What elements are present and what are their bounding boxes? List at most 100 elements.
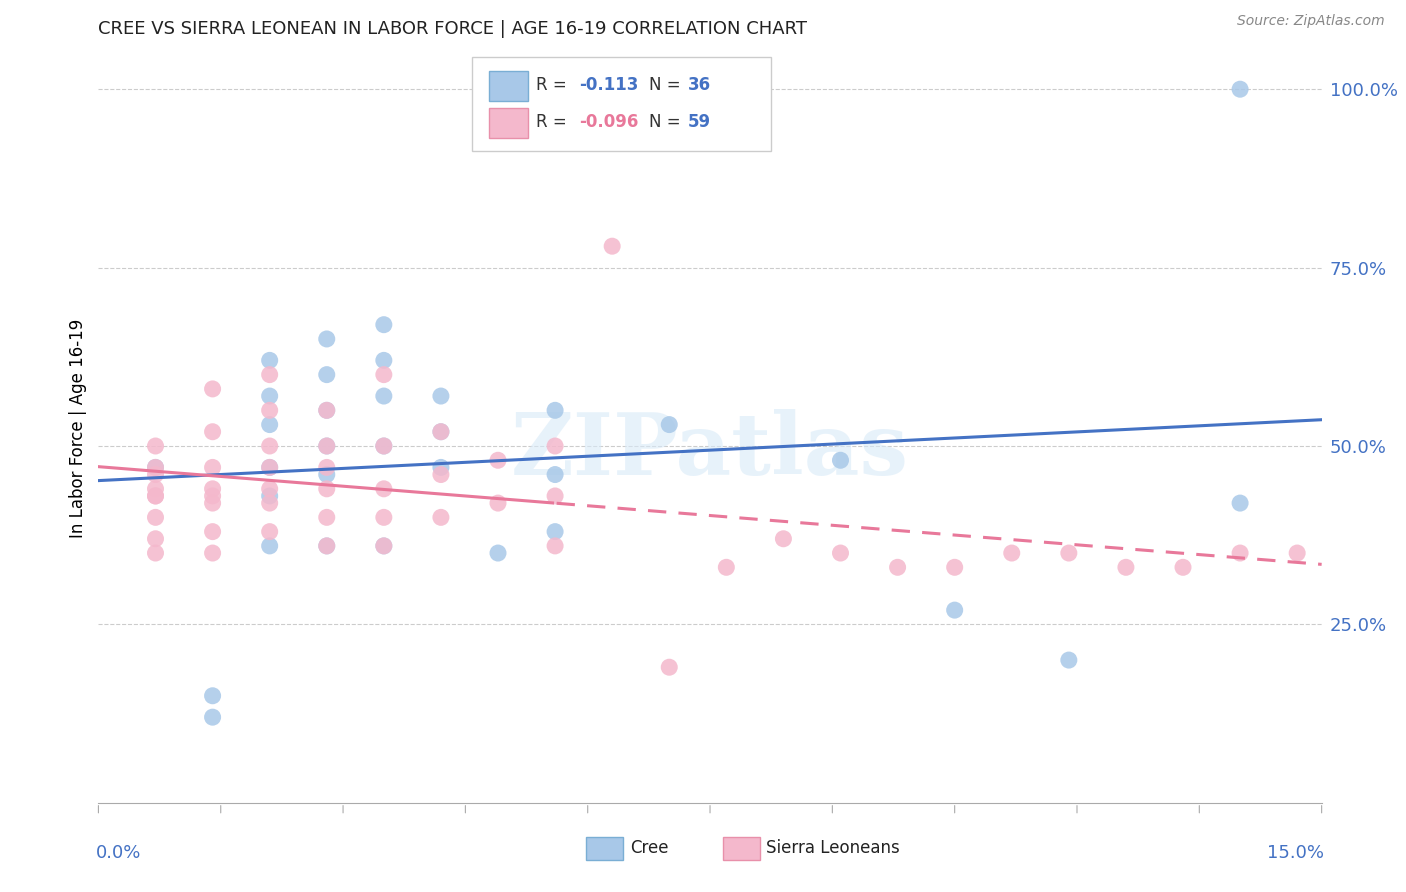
FancyBboxPatch shape — [586, 838, 623, 860]
Point — [145, 510, 167, 524]
Point — [600, 239, 623, 253]
Point — [201, 524, 224, 539]
Point — [830, 546, 852, 560]
Point — [1229, 496, 1251, 510]
FancyBboxPatch shape — [471, 57, 772, 151]
Text: Sierra Leoneans: Sierra Leoneans — [766, 838, 900, 856]
Point — [430, 460, 453, 475]
Point — [259, 539, 281, 553]
Point — [145, 482, 167, 496]
Point — [373, 539, 395, 553]
Point — [430, 510, 453, 524]
Text: R =: R = — [536, 113, 572, 131]
Point — [373, 389, 395, 403]
Point — [145, 532, 167, 546]
Point — [145, 460, 167, 475]
Point — [373, 539, 395, 553]
Point — [373, 510, 395, 524]
Point — [201, 460, 224, 475]
Point — [544, 467, 567, 482]
Point — [943, 603, 966, 617]
Point — [486, 546, 509, 560]
Point — [1115, 560, 1137, 574]
Text: N =: N = — [648, 113, 686, 131]
Text: 0.0%: 0.0% — [96, 844, 142, 862]
Point — [886, 560, 908, 574]
Y-axis label: In Labor Force | Age 16-19: In Labor Force | Age 16-19 — [69, 318, 87, 538]
Point — [1057, 653, 1080, 667]
Point — [145, 489, 167, 503]
Text: R =: R = — [536, 76, 572, 94]
Point — [486, 453, 509, 467]
Point — [373, 318, 395, 332]
Point — [544, 439, 567, 453]
Point — [259, 482, 281, 496]
FancyBboxPatch shape — [489, 108, 527, 138]
Point — [259, 368, 281, 382]
Point — [373, 439, 395, 453]
Point — [315, 460, 337, 475]
Point — [145, 460, 167, 475]
Point — [315, 539, 337, 553]
Text: 36: 36 — [688, 76, 711, 94]
Text: 15.0%: 15.0% — [1267, 844, 1324, 862]
Point — [430, 467, 453, 482]
Point — [373, 368, 395, 382]
FancyBboxPatch shape — [489, 70, 527, 101]
Point — [201, 482, 224, 496]
Point — [1400, 560, 1406, 574]
Point — [315, 482, 337, 496]
Point — [373, 439, 395, 453]
Point — [658, 660, 681, 674]
Point — [259, 524, 281, 539]
Point — [430, 389, 453, 403]
Point — [315, 332, 337, 346]
Point — [544, 539, 567, 553]
Point — [315, 510, 337, 524]
Point — [486, 496, 509, 510]
Point — [259, 353, 281, 368]
Point — [145, 439, 167, 453]
Point — [201, 489, 224, 503]
Point — [315, 539, 337, 553]
Point — [145, 489, 167, 503]
Point — [315, 403, 337, 417]
Point — [943, 560, 966, 574]
Point — [259, 403, 281, 417]
FancyBboxPatch shape — [724, 838, 761, 860]
Point — [373, 482, 395, 496]
Text: CREE VS SIERRA LEONEAN IN LABOR FORCE | AGE 16-19 CORRELATION CHART: CREE VS SIERRA LEONEAN IN LABOR FORCE | … — [98, 21, 807, 38]
Text: N =: N = — [648, 76, 686, 94]
Point — [430, 425, 453, 439]
Point — [201, 496, 224, 510]
Point — [658, 417, 681, 432]
Point — [201, 382, 224, 396]
Point — [544, 489, 567, 503]
Point — [544, 524, 567, 539]
Point — [430, 425, 453, 439]
Point — [315, 467, 337, 482]
Point — [259, 460, 281, 475]
Point — [1286, 546, 1309, 560]
Point — [315, 439, 337, 453]
Point — [716, 560, 738, 574]
Point — [1229, 546, 1251, 560]
Point — [145, 467, 167, 482]
Point — [259, 496, 281, 510]
Text: ZIPatlas: ZIPatlas — [510, 409, 910, 492]
Point — [544, 403, 567, 417]
Text: -0.113: -0.113 — [579, 76, 638, 94]
Text: 59: 59 — [688, 113, 711, 131]
Point — [201, 425, 224, 439]
Point — [373, 353, 395, 368]
Point — [259, 439, 281, 453]
Point — [772, 532, 794, 546]
Point — [1001, 546, 1024, 560]
Point — [1057, 546, 1080, 560]
Point — [315, 439, 337, 453]
Point — [315, 368, 337, 382]
Point — [1229, 82, 1251, 96]
Point — [145, 546, 167, 560]
Text: Cree: Cree — [630, 838, 669, 856]
Point — [259, 417, 281, 432]
